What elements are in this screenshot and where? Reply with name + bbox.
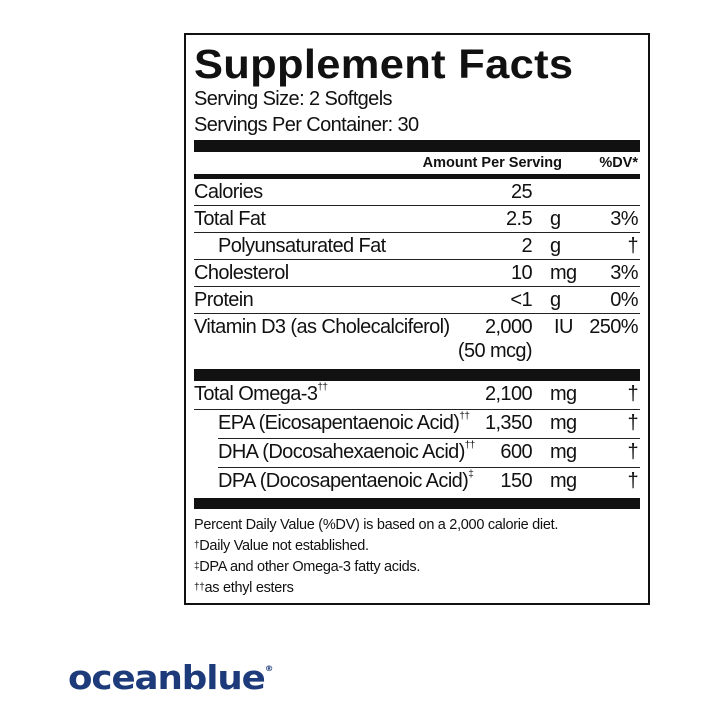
serving-size: Serving Size: 2 Softgels	[194, 88, 393, 110]
footnote: †Daily Value not established.	[194, 536, 640, 557]
nutrient-unit: g	[550, 208, 561, 230]
nutrient-amount: 2	[521, 235, 532, 257]
nutrient-amount: 10	[510, 262, 533, 284]
omega-amount: 150	[500, 470, 532, 492]
footnote-text: Daily Value not established.	[199, 538, 369, 554]
supplement-facts-panel: Supplement Facts Serving Size: 2 Softgel…	[184, 33, 650, 605]
registered-mark: ®	[264, 664, 274, 673]
medium-divider	[194, 174, 640, 179]
nutrient-dv: 3%	[610, 262, 638, 284]
footnote-text: Percent Daily Value (%DV) is based on a …	[194, 517, 559, 533]
nutrient-name: Polyunsaturated Fat	[218, 235, 386, 257]
omega-dv: †	[627, 412, 638, 434]
omega-name-text: DPA (Docosapentaenoic Acid)	[218, 470, 469, 492]
omega-amount: 1,350	[484, 412, 533, 434]
nutrient-row: Protein <1 g 0%	[194, 287, 640, 314]
omega-dv: †	[627, 470, 638, 492]
footnote-text: DPA and other Omega-3 fatty acids.	[199, 559, 421, 575]
footnote-mark: ††	[194, 582, 205, 593]
omega-row: DHA (Docosahexaenoic Acid)†† 600 mg †	[218, 439, 640, 468]
omega-row: EPA (Eicosapentaenoic Acid)†† 1,350 mg †	[218, 410, 640, 439]
nutrient-dv: 3%	[610, 208, 638, 230]
omega-unit: mg	[550, 441, 577, 463]
nutrient-unit: mg	[550, 262, 577, 284]
omega-dv: †	[627, 383, 638, 405]
nutrient-amount: 2,000	[484, 316, 533, 338]
nutrient-dv: 250%	[589, 316, 638, 338]
footnote-mark: ††	[317, 382, 328, 393]
panel-title: Supplement Facts	[194, 41, 574, 87]
nutrient-row: Total Fat 2.5 g 3%	[194, 206, 640, 233]
nutrient-amount: 2.5	[505, 208, 533, 230]
omega-name-text: EPA (Eicosapentaenoic Acid)	[218, 412, 460, 434]
nutrient-unit: g	[550, 235, 561, 257]
footnote-mark: ††	[459, 411, 470, 422]
brand-logo: oceanblue®	[68, 658, 274, 697]
omega-name-text: DHA (Docosahexaenoic Acid)	[218, 441, 465, 463]
amount-header: Amount Per Serving	[422, 155, 562, 171]
footnote-mark: †	[194, 540, 200, 551]
thick-divider	[194, 369, 640, 381]
footnote-mark: ‡	[468, 469, 474, 480]
servings-per-container: Servings Per Container: 30	[194, 114, 419, 136]
thick-divider	[194, 140, 640, 152]
omega-name-text: Total Omega-3	[194, 383, 318, 405]
nutrient-name: Total Fat	[194, 208, 266, 230]
omega-amount: 600	[500, 441, 532, 463]
brand-name: oceanblue	[68, 658, 266, 697]
footnote-mark: ††	[464, 440, 476, 451]
nutrient-unit: IU	[554, 316, 573, 338]
nutrient-name: Cholesterol	[194, 262, 289, 284]
nutrient-dv: 0%	[610, 289, 638, 311]
nutrient-name: Protein	[194, 289, 254, 311]
thick-divider	[194, 498, 640, 509]
nutrient-row: Calories 25	[194, 179, 640, 206]
nutrient-name: Vitamin D3 (as Cholecalciferol)	[194, 316, 450, 338]
footnote: ‡DPA and other Omega-3 fatty acids.	[194, 557, 640, 578]
footnotes: Percent Daily Value (%DV) is based on a …	[194, 515, 640, 599]
omega-dv: †	[627, 441, 638, 463]
omega-amount: 2,100	[484, 383, 533, 405]
omega-unit: mg	[550, 412, 577, 434]
nutrient-name: Calories	[194, 181, 263, 203]
nutrient-amount: 25	[510, 181, 533, 203]
nutrient-amount: <1	[510, 289, 532, 311]
nutrient-row: Cholesterol 10 mg 3%	[194, 260, 640, 287]
dv-header: %DV*	[599, 155, 638, 171]
nutrient-dv: †	[627, 235, 638, 257]
footnote-mark: ‡	[194, 561, 200, 572]
nutrient-amount-metric: (50 mcg)	[457, 340, 533, 362]
footnote-text: as ethyl esters	[204, 580, 294, 596]
omega-unit: mg	[550, 470, 577, 492]
omega-row: DPA (Docosapentaenoic Acid)‡ 150 mg †	[218, 468, 640, 498]
omega-name: Total Omega-3††	[194, 382, 328, 406]
column-header: Amount Per Serving %DV*	[194, 152, 640, 174]
omega-unit: mg	[550, 383, 577, 405]
nutrient-row: Vitamin D3 (as Cholecalciferol) 2,000 (5…	[194, 314, 640, 369]
footnote: Percent Daily Value (%DV) is based on a …	[194, 515, 640, 536]
nutrient-unit: g	[550, 289, 561, 311]
nutrient-row: Polyunsaturated Fat 2 g †	[194, 233, 640, 260]
omega-row: Total Omega-3†† 2,100 mg †	[194, 381, 640, 410]
footnote: ††as ethyl esters	[194, 578, 640, 599]
